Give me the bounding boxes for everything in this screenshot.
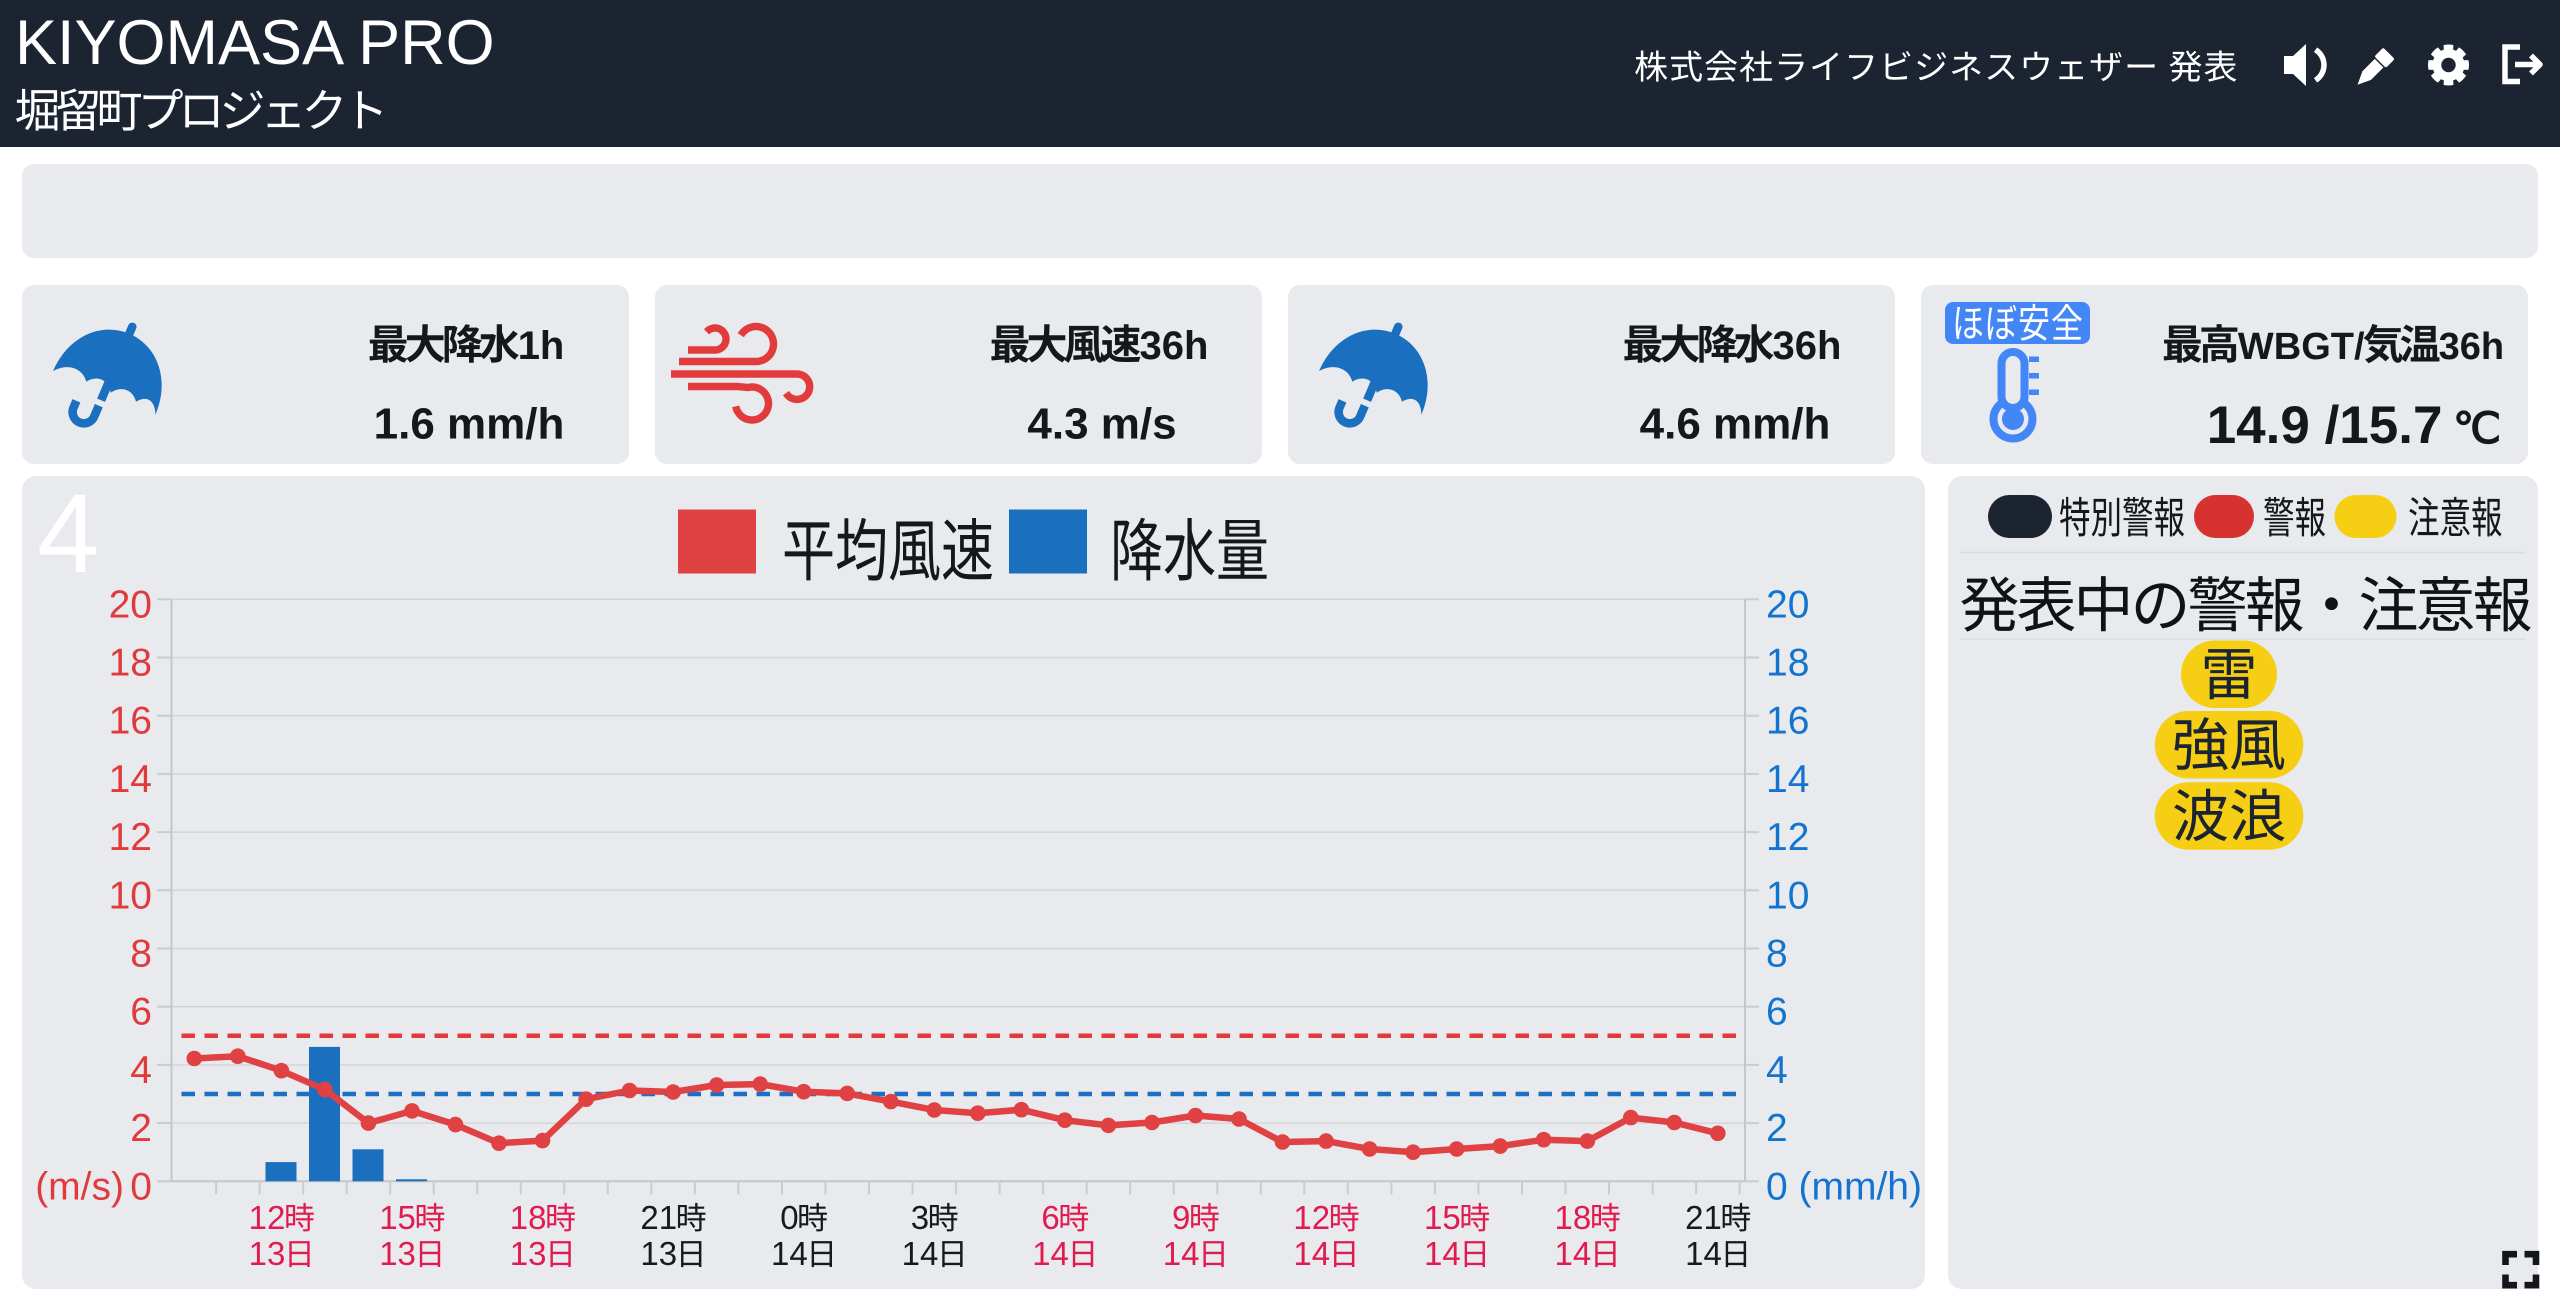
- svg-text:13: 13: [249, 1235, 286, 1272]
- svg-text:6: 6: [130, 991, 152, 1034]
- svg-text:6: 6: [1766, 991, 1788, 1034]
- svg-text:12: 12: [109, 816, 152, 859]
- svg-text:20: 20: [1766, 583, 1809, 626]
- svg-text:14: 14: [1766, 758, 1809, 801]
- svg-text:15: 15: [379, 1199, 416, 1236]
- svg-text:36h: 36h: [2439, 326, 2504, 368]
- svg-text:18: 18: [109, 642, 152, 685]
- svg-text:4.3 m/s: 4.3 m/s: [1027, 400, 1176, 449]
- svg-text:0: 0: [780, 1199, 798, 1236]
- svg-text:12: 12: [1293, 1199, 1330, 1236]
- svg-text:0: 0: [130, 1165, 152, 1208]
- svg-text:℃: ℃: [2453, 405, 2501, 453]
- svg-text:12: 12: [249, 1199, 286, 1236]
- svg-text:1h: 1h: [518, 324, 565, 368]
- svg-text:36h: 36h: [1140, 324, 1209, 368]
- svg-text:1.6 mm/h: 1.6 mm/h: [374, 400, 565, 449]
- svg-text:4: 4: [1766, 1049, 1788, 1092]
- svg-text:10: 10: [1766, 874, 1809, 917]
- svg-text:14: 14: [1685, 1235, 1722, 1272]
- svg-text:KIYOMASA PRO: KIYOMASA PRO: [15, 8, 495, 78]
- svg-text:6: 6: [1041, 1199, 1059, 1236]
- svg-text:13: 13: [510, 1235, 547, 1272]
- svg-text:21: 21: [640, 1199, 677, 1236]
- svg-text:14: 14: [902, 1235, 939, 1272]
- svg-text:18: 18: [510, 1199, 547, 1236]
- svg-text:14: 14: [1424, 1235, 1461, 1272]
- svg-text:36h: 36h: [1773, 324, 1842, 368]
- svg-text:9: 9: [1172, 1199, 1190, 1236]
- svg-text:13: 13: [379, 1235, 416, 1272]
- svg-text:13: 13: [640, 1235, 677, 1272]
- svg-text:12: 12: [1766, 816, 1809, 859]
- svg-text:14: 14: [1032, 1235, 1069, 1272]
- svg-text:2: 2: [130, 1107, 152, 1150]
- svg-text:15: 15: [1424, 1199, 1461, 1236]
- svg-text:3: 3: [911, 1199, 929, 1236]
- svg-text:4.6 mm/h: 4.6 mm/h: [1640, 400, 1831, 449]
- svg-text:0: 0: [1766, 1165, 1788, 1208]
- svg-text:2: 2: [1766, 1107, 1788, 1150]
- svg-text:20: 20: [109, 583, 152, 626]
- svg-text:16: 16: [109, 700, 152, 743]
- svg-text:14: 14: [1293, 1235, 1330, 1272]
- svg-text:18: 18: [1555, 1199, 1592, 1236]
- svg-text:14: 14: [771, 1235, 808, 1272]
- svg-text:18: 18: [1766, 642, 1809, 685]
- svg-text:14: 14: [109, 758, 152, 801]
- svg-text:14: 14: [1163, 1235, 1200, 1272]
- svg-text:14: 14: [1555, 1235, 1592, 1272]
- svg-text:(m/s): (m/s): [35, 1165, 124, 1208]
- svg-text:10: 10: [109, 874, 152, 917]
- svg-text:8: 8: [1766, 933, 1788, 976]
- svg-text:14.9 /15.7: 14.9 /15.7: [2207, 396, 2443, 455]
- svg-text:4: 4: [130, 1049, 152, 1092]
- svg-text:WBGT/: WBGT/: [2238, 326, 2365, 368]
- svg-text:(mm/h): (mm/h): [1799, 1165, 1922, 1208]
- svg-text:16: 16: [1766, 700, 1809, 743]
- svg-text:21: 21: [1685, 1199, 1722, 1236]
- svg-text:8: 8: [130, 933, 152, 976]
- svg-text:4: 4: [37, 471, 99, 596]
